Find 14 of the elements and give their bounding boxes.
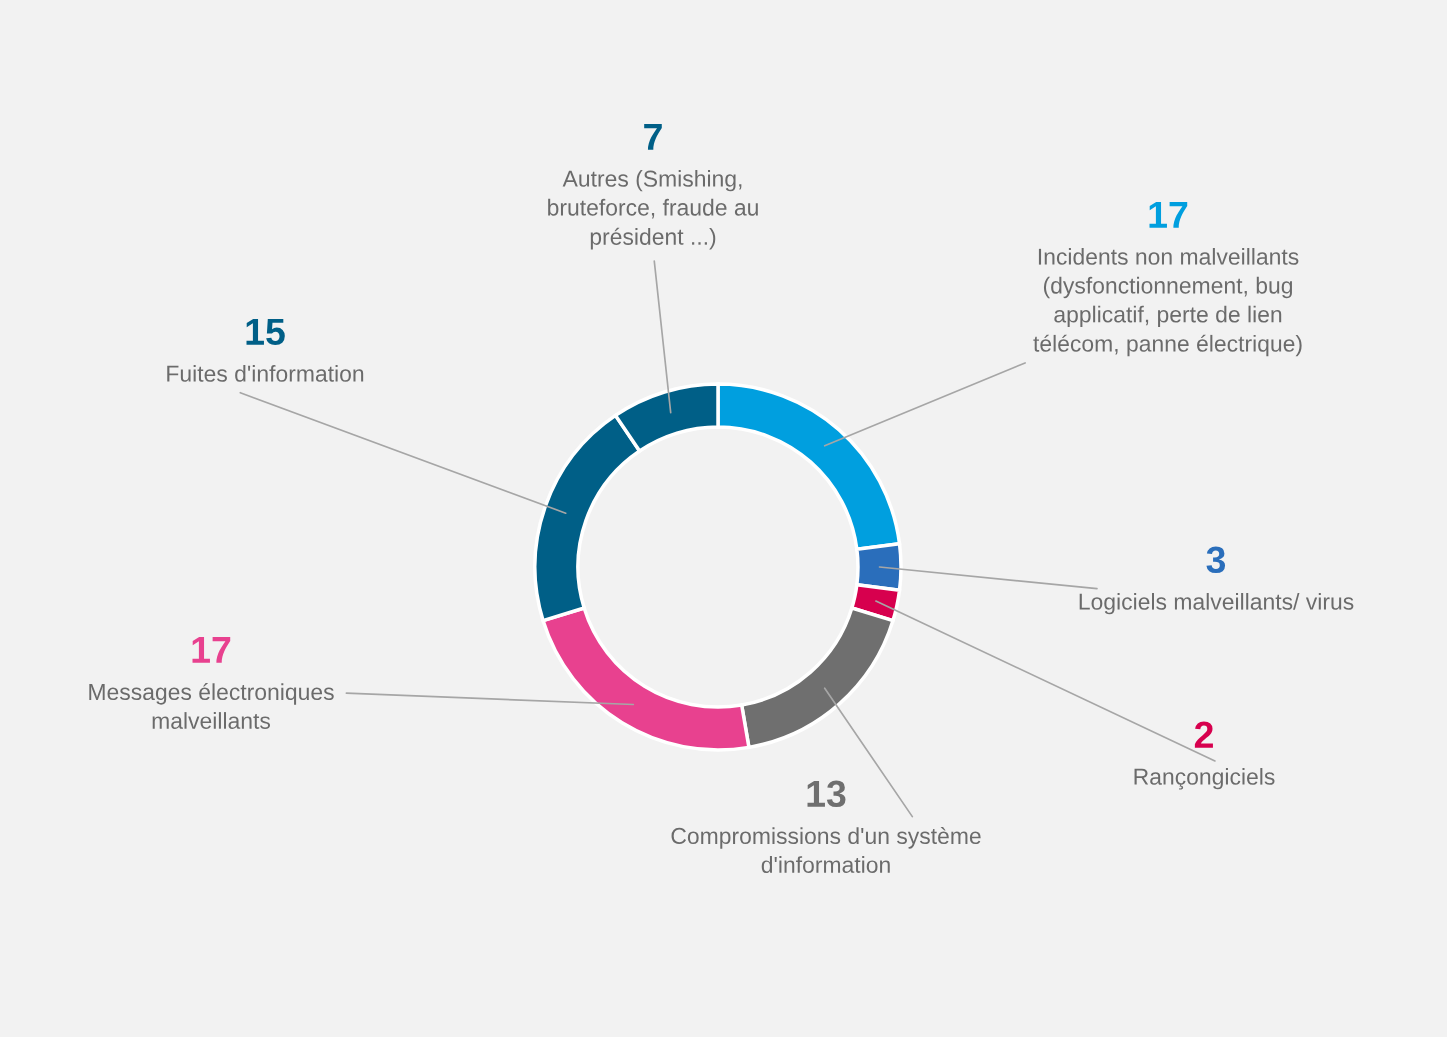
data-label: 2: [1194, 721, 1213, 748]
slice-label: Rançongiciels: [1134, 768, 1275, 790]
data-label: 17: [1149, 201, 1188, 228]
slice-label: Incidents non malveillants (dysfonctionnement, bug applicatif, perte de lien télécom, panne électrique): [1033, 248, 1302, 357]
data-label: 7: [644, 123, 662, 150]
slice-label: Logiciels malveillants/ virus: [1079, 593, 1354, 615]
slice-label: Fuites d'information: [167, 365, 364, 382]
data-label: 13: [807, 780, 846, 808]
data-label: 17: [192, 636, 231, 663]
slice-label: Autres (Smishing, bruteforce, fraude au président ...): [548, 170, 758, 250]
slice-label: Messages électroniques malveillants: [89, 683, 334, 729]
slice-label: Compromissions d'un système d'information: [671, 827, 981, 873]
data-label: 3: [1206, 546, 1226, 574]
data-label: 15: [246, 318, 285, 346]
